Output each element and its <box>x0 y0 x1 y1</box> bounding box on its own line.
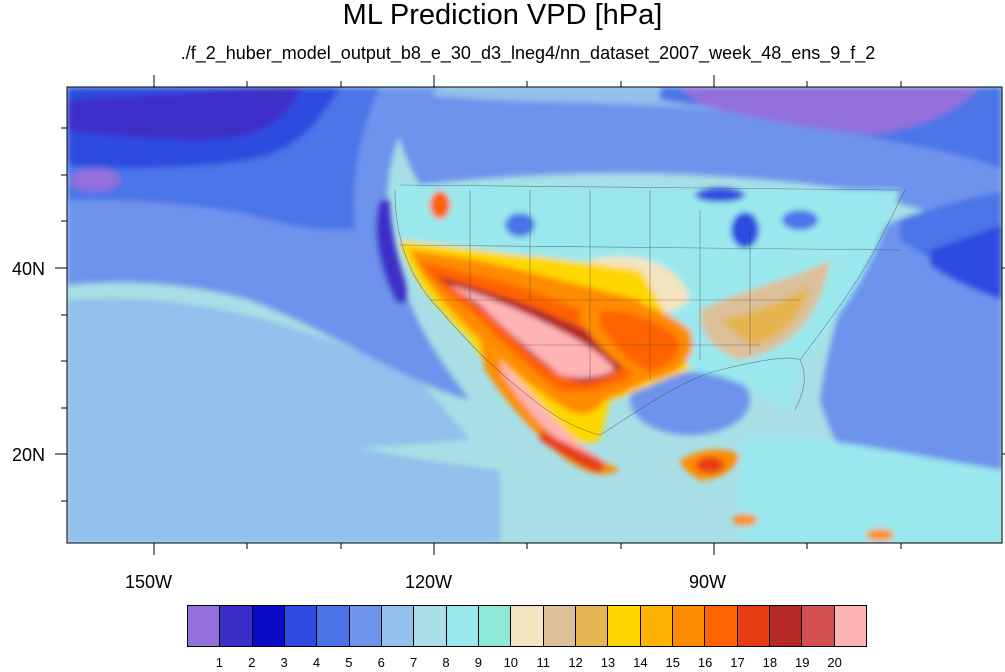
colorbar-box <box>220 606 253 646</box>
colorbar-box <box>349 606 382 646</box>
colorbar-tick-label: 3 <box>280 655 288 670</box>
colorbar-box <box>705 606 738 646</box>
colorbar-tick-label: 16 <box>697 655 713 670</box>
colorbar-box <box>511 606 544 646</box>
colorbar-box <box>446 606 479 646</box>
colorbar-tick-label: 2 <box>248 655 256 670</box>
colorbar <box>187 605 867 647</box>
lon-label-150w: 150W <box>125 572 173 592</box>
colorbar-tick-label: 8 <box>442 655 450 670</box>
colorbar-box <box>834 606 866 646</box>
colorbar-box <box>317 606 350 646</box>
colorbar-box <box>478 606 512 646</box>
colorbar-box <box>802 606 835 646</box>
colorbar-box <box>640 606 673 646</box>
colorbar-box <box>608 606 641 646</box>
colorbar-box <box>284 606 318 646</box>
colorbar-tick-label: 20 <box>827 655 842 670</box>
colorbar-tick-label: 12 <box>568 655 583 670</box>
colorbar-tick-label: 9 <box>474 655 483 670</box>
colorbar-tick-label: 14 <box>633 655 648 670</box>
colorbar-box <box>575 606 609 646</box>
vpd-field <box>67 87 1002 543</box>
colorbar-ticks: 1 2 3 4 5 6 7 8 9 10 11 12 13 14 15 16 17 18 19 20 <box>187 655 867 671</box>
colorbar-box <box>543 606 576 646</box>
lon-label-90w: 90W <box>689 572 727 592</box>
colorbar-tick-label: 6 <box>377 655 385 670</box>
colorbar-box <box>737 606 770 646</box>
colorbar-tick-label: 7 <box>410 655 418 670</box>
map-title: ML Prediction VPD [hPa] <box>342 0 663 31</box>
colorbar-tick-label: 4 <box>312 655 321 670</box>
colorbar-box <box>252 606 285 646</box>
lon-label-120w: 120W <box>405 572 453 592</box>
colorbar-tick-label: 15 <box>665 655 680 670</box>
colorbar-tick-label: 17 <box>730 655 745 670</box>
colorbar-tick-label: 10 <box>503 655 519 670</box>
colorbar-tick-label: 5 <box>345 655 353 670</box>
colorbar-tick-label: 11 <box>536 655 550 670</box>
colorbar-box <box>188 606 221 646</box>
colorbar-box <box>769 606 803 646</box>
colorbar-box <box>414 606 447 646</box>
lat-label-40n: 40N <box>12 259 46 279</box>
colorbar-tick-label: 19 <box>795 655 810 670</box>
colorbar-box <box>672 606 706 646</box>
colorbar-tick-label: 18 <box>762 655 778 670</box>
colorbar-box <box>381 606 415 646</box>
lat-label-20n: 20N <box>12 445 46 465</box>
colorbar-tick-label: 13 <box>600 655 616 670</box>
colorbar-tick-label: 1 <box>215 655 223 670</box>
state-borders <box>394 184 906 436</box>
map-subtitle: ./f_2_huber_model_output_b8_e_30_d3_lneg… <box>180 43 876 63</box>
